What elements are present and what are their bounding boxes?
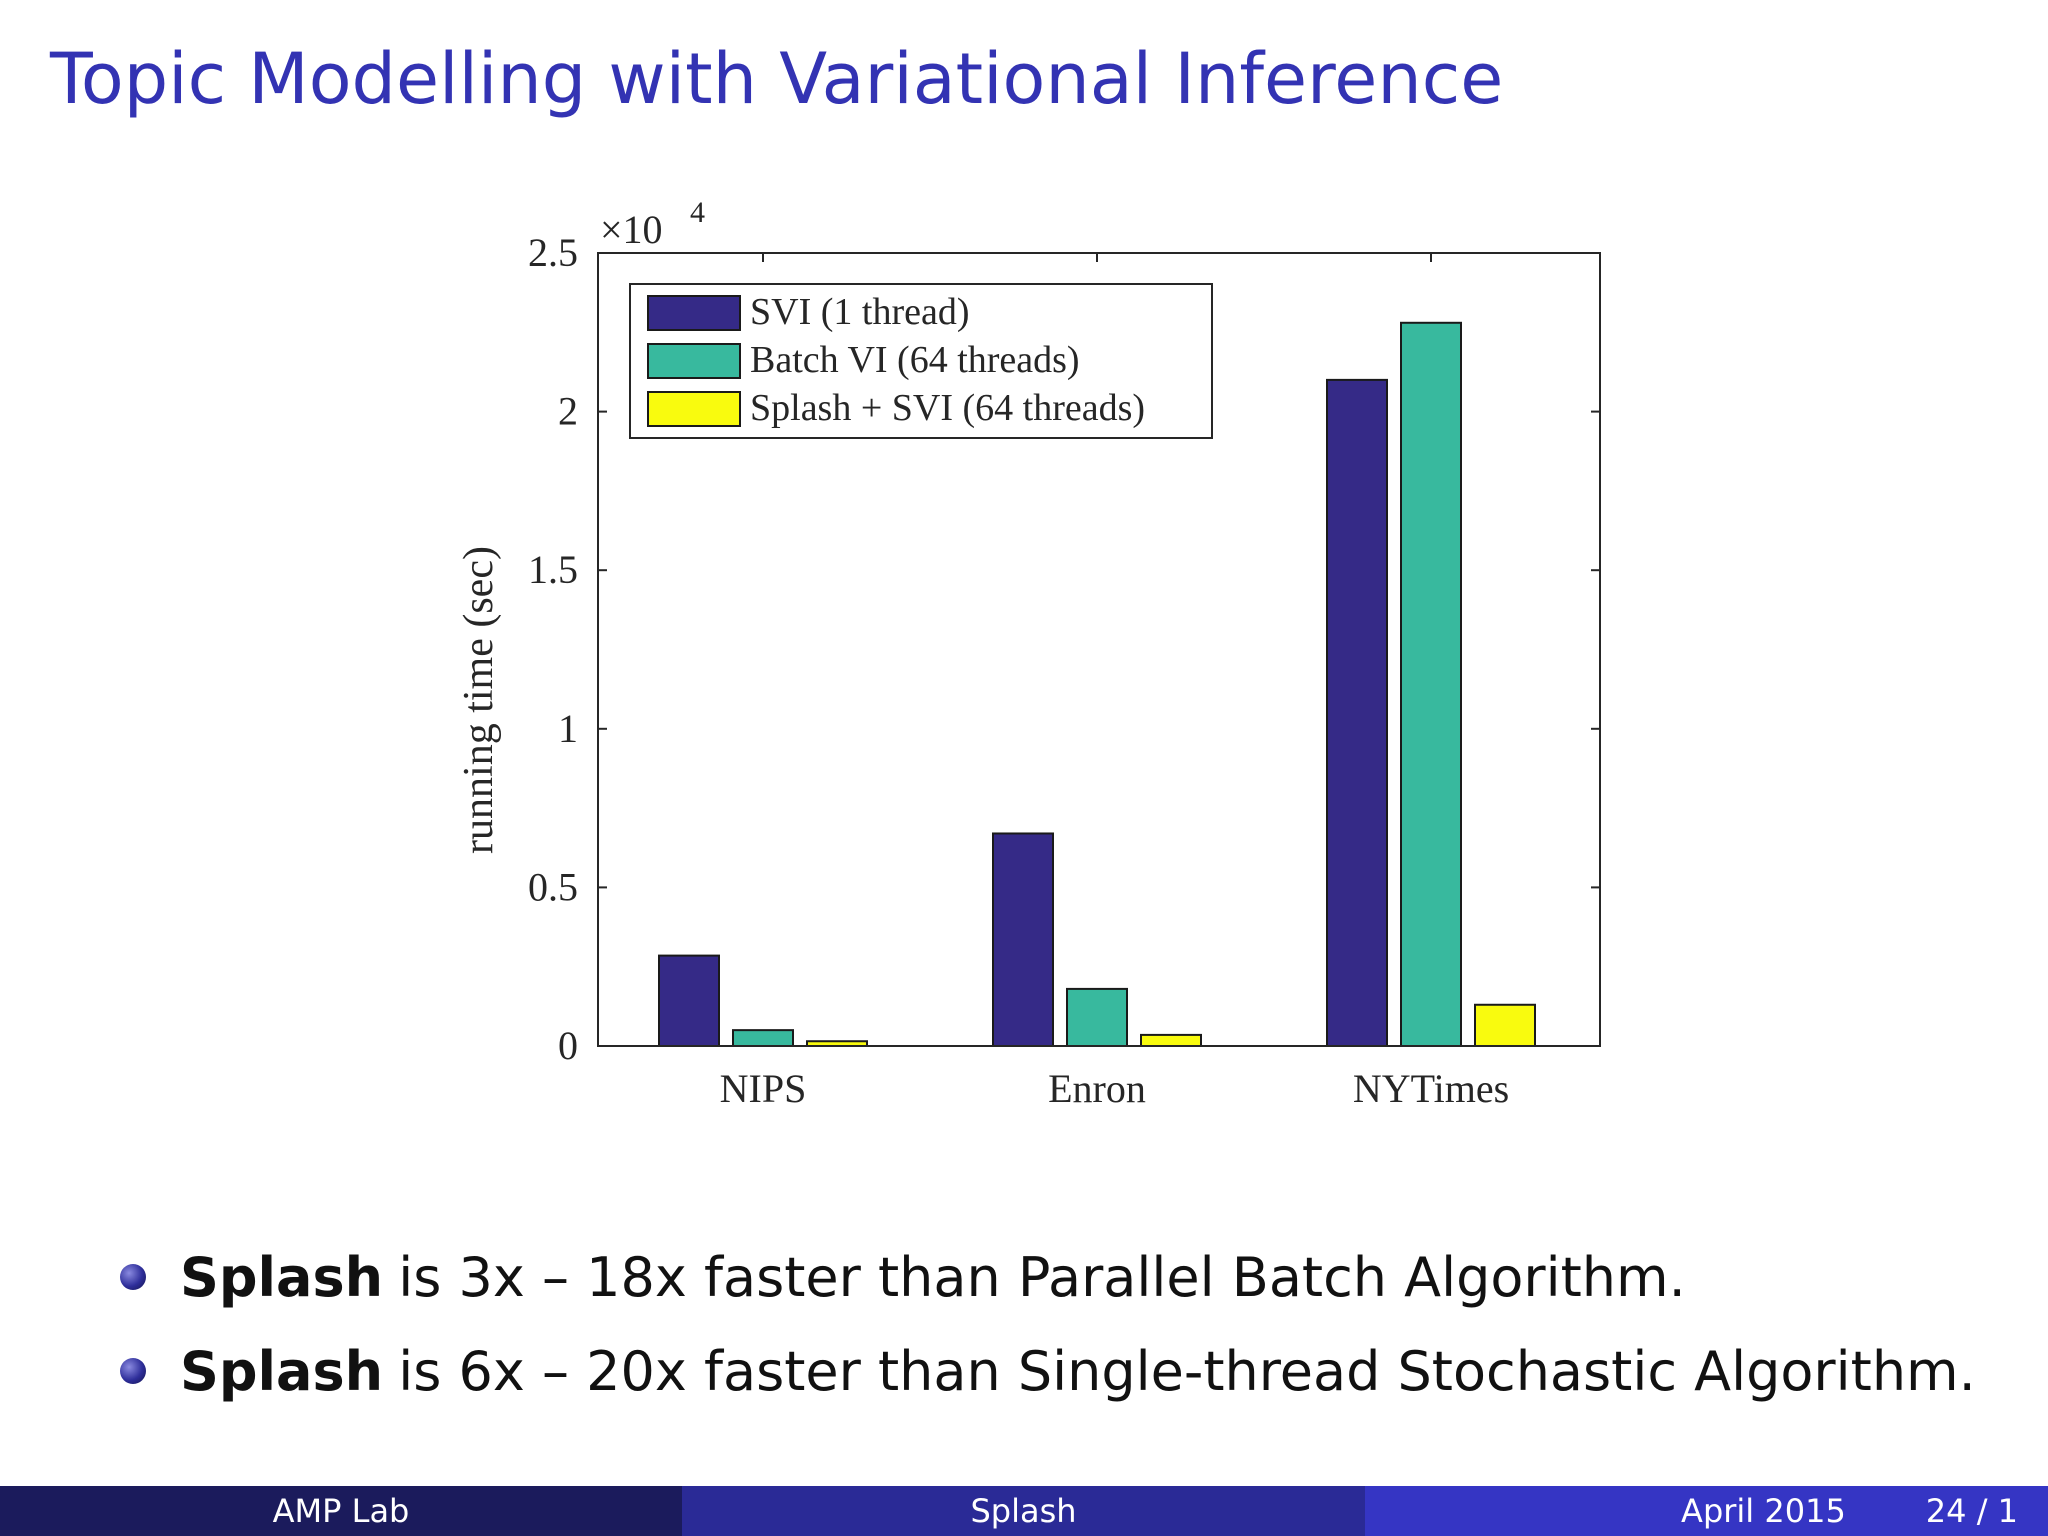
y-axis: 0 0.5 1 1.5 2 2.5 bbox=[528, 230, 1600, 1068]
bullet-text: is 6x – 20x faster than Single-thread St… bbox=[398, 1339, 1976, 1403]
y-tick-label: 2 bbox=[558, 389, 578, 434]
y-axis-label: running time (sec) bbox=[456, 546, 502, 854]
bar-nips-series-0 bbox=[658, 954, 720, 1048]
legend-entry: Batch VI (64 threads) bbox=[750, 339, 1080, 381]
bar-enron-series-1 bbox=[1066, 987, 1128, 1047]
footer-author: AMP Lab bbox=[0, 1486, 682, 1536]
y-exponent: 4 bbox=[690, 196, 705, 229]
footer-right: April 2015 24 / 1 bbox=[1365, 1486, 2048, 1536]
bar-enron-series-2 bbox=[1140, 1033, 1202, 1047]
x-tick-label: NIPS bbox=[720, 1066, 807, 1111]
y-tick-label: 1 bbox=[558, 706, 578, 751]
x-tick-label: Enron bbox=[1048, 1066, 1146, 1111]
bullet-bold: Splash bbox=[180, 1339, 384, 1403]
y-tick-label: 0 bbox=[558, 1023, 578, 1068]
bar-enron-series-0 bbox=[992, 832, 1054, 1048]
bullet-text: is 3x – 18x faster than Parallel Batch A… bbox=[398, 1245, 1686, 1309]
bar-nytimes-series-1 bbox=[1400, 321, 1462, 1047]
bullet-item: Splash is 6x – 20x faster than Single-th… bbox=[120, 1324, 1976, 1418]
bars-group bbox=[658, 321, 1536, 1048]
legend-swatch bbox=[647, 295, 741, 331]
legend: SVI (1 thread) Batch VI (64 threads) Splas… bbox=[629, 283, 1213, 439]
legend-swatch bbox=[647, 391, 741, 427]
y-tick-label: 0.5 bbox=[528, 864, 578, 909]
y-tick-label: 2.5 bbox=[528, 230, 578, 275]
footer-date: April 2015 bbox=[1681, 1492, 1846, 1530]
bullet-icon bbox=[120, 1358, 146, 1384]
x-axis: NIPS Enron NYTimes bbox=[720, 253, 1509, 1111]
legend-entry: Splash + SVI (64 threads) bbox=[750, 387, 1145, 429]
footer-bar: AMP Lab Splash April 2015 24 / 1 bbox=[0, 1486, 2048, 1536]
bullet-list: Splash is 3x – 18x faster than Parallel … bbox=[120, 1230, 1976, 1418]
legend-swatch bbox=[647, 343, 741, 379]
running-time-bar-chart: 0 0.5 1 1.5 2 2.5 NIPS Enron NYTimes ×10 4 runn… bbox=[456, 196, 1601, 1111]
bar-nytimes-series-2 bbox=[1474, 1003, 1536, 1047]
bullet-bold: Splash bbox=[180, 1245, 384, 1309]
footer-title: Splash bbox=[682, 1486, 1365, 1536]
bullet-item: Splash is 3x – 18x faster than Parallel … bbox=[120, 1230, 1976, 1324]
x-tick-label: NYTimes bbox=[1353, 1066, 1509, 1111]
bar-nytimes-series-0 bbox=[1326, 378, 1388, 1047]
legend-entry: SVI (1 thread) bbox=[750, 291, 969, 333]
slide-title: Topic Modelling with Variational Inferen… bbox=[50, 38, 1504, 120]
bullet-icon bbox=[120, 1264, 146, 1290]
footer-page-number: 24 / 1 bbox=[1925, 1492, 2018, 1530]
y-multiplier: ×10 bbox=[600, 207, 663, 252]
y-tick-label: 1.5 bbox=[528, 547, 578, 592]
bar-nips-series-1 bbox=[732, 1029, 794, 1048]
plot-frame bbox=[597, 252, 1601, 1047]
